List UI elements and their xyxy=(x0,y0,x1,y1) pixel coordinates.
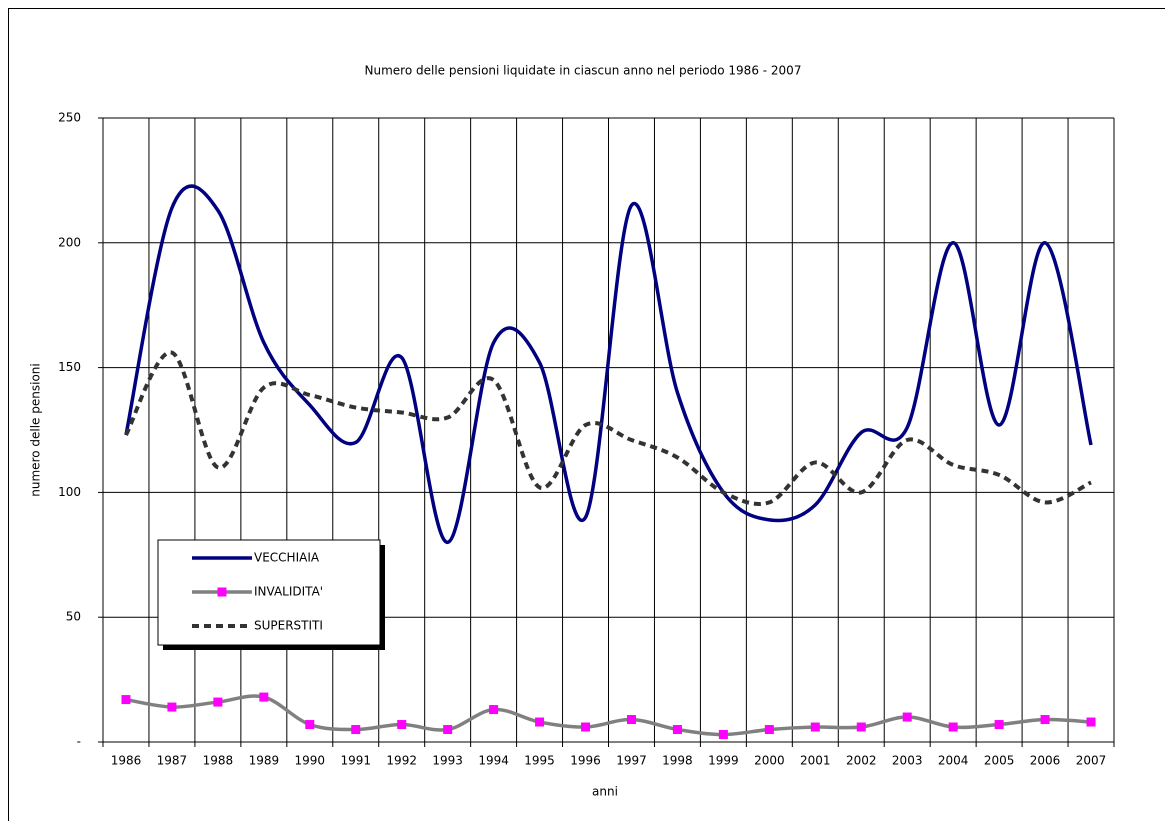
x-tick-label: 2007 xyxy=(1076,754,1107,768)
series-marker xyxy=(994,720,1004,730)
x-tick-label: 1999 xyxy=(708,754,739,768)
x-tick-label: 1994 xyxy=(478,754,509,768)
x-tick-label: 2006 xyxy=(1030,754,1061,768)
series-marker xyxy=(351,725,361,735)
series-line xyxy=(125,694,1092,737)
y-tick-label: 100 xyxy=(58,485,81,499)
y-tick-label: 150 xyxy=(58,360,81,374)
chart-title: Numero delle pensioni liquidate in ciasc… xyxy=(365,64,802,78)
x-tick-label: 1998 xyxy=(662,754,693,768)
y-axis-title: numero delle pensioni xyxy=(29,363,43,496)
x-tick-label: 1990 xyxy=(295,754,326,768)
series-marker xyxy=(167,702,177,712)
y-tick-label: 200 xyxy=(58,235,81,249)
series-line xyxy=(124,350,1092,506)
x-tick-label: 2002 xyxy=(846,754,877,768)
legend-marker xyxy=(217,587,227,597)
legend-label: SUPERSTITI xyxy=(254,619,323,633)
x-tick-label: 1995 xyxy=(524,754,555,768)
x-tick-label: 2003 xyxy=(892,754,923,768)
x-tick-label: 1987 xyxy=(157,754,188,768)
series-marker xyxy=(856,722,866,732)
x-tick-label: 2005 xyxy=(984,754,1015,768)
series-marker xyxy=(902,712,912,722)
series-marker xyxy=(443,725,453,735)
y-tick-label: 250 xyxy=(58,111,81,125)
x-tick-label: 1991 xyxy=(340,754,371,768)
series-marker xyxy=(397,720,407,730)
series-marker xyxy=(1040,715,1050,725)
series-marker xyxy=(305,720,315,730)
series-marker xyxy=(626,715,636,725)
series-marker xyxy=(948,722,958,732)
series-marker xyxy=(810,722,820,732)
series-marker xyxy=(1086,717,1096,727)
x-tick-label: 1992 xyxy=(386,754,417,768)
series-marker xyxy=(581,722,591,732)
series-marker xyxy=(672,725,682,735)
x-tick-label: 1986 xyxy=(111,754,142,768)
series-marker xyxy=(489,705,499,715)
x-axis-title: anni xyxy=(592,785,618,799)
x-tick-label: 1996 xyxy=(570,754,601,768)
x-tick-label: 2001 xyxy=(800,754,831,768)
x-tick-label: 1993 xyxy=(432,754,463,768)
series-marker xyxy=(764,725,774,735)
legend-label: VECCHIAIA xyxy=(254,551,320,565)
series-marker xyxy=(535,717,545,727)
y-tick-label: 50 xyxy=(66,610,81,624)
series-marker xyxy=(213,697,223,707)
x-tick-label: 2004 xyxy=(938,754,969,768)
x-tick-label: 1988 xyxy=(203,754,234,768)
x-tick-label: 2000 xyxy=(754,754,785,768)
series-marker xyxy=(718,730,728,740)
legend-label: INVALIDITA' xyxy=(254,585,323,599)
x-tick-label: 1989 xyxy=(249,754,280,768)
series-marker xyxy=(259,692,269,702)
y-tick-label: - xyxy=(77,735,81,749)
series-marker xyxy=(121,695,131,705)
x-tick-label: 1997 xyxy=(616,754,647,768)
